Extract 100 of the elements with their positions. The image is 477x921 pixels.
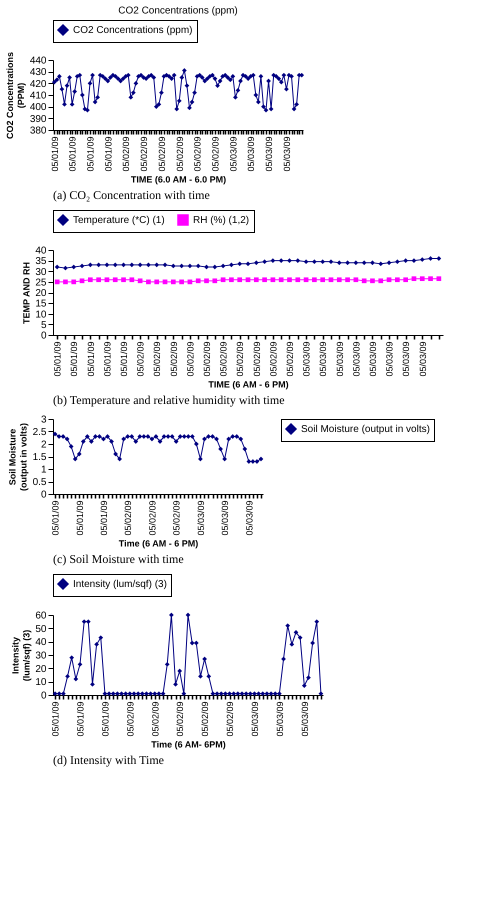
legend-label: Intensity (lum/sqf) (3): [73, 579, 167, 590]
x-tick-label: 05/02/09: [218, 342, 229, 377]
x-tick-label: 05/02/09: [235, 342, 246, 377]
chart-title: CO2 Concentrations (ppm): [118, 6, 238, 16]
y-tick-label: 30: [35, 266, 47, 278]
text: (a) CO₂ Concentration with time: [53, 188, 210, 202]
y-tick-label: 390: [30, 114, 47, 125]
x-tick-label: 05/02/09: [284, 342, 295, 377]
y-tick-label: 35: [35, 256, 47, 268]
y-axis-title: Soil Moisture (output in volts): [8, 423, 29, 491]
x-tick-label: 05/02/09: [175, 702, 186, 737]
x-tick-label: 05/02/09: [185, 342, 196, 377]
x-tick-label: 05/02/09: [136, 342, 146, 377]
x-tick-label: 05/01/09: [103, 136, 114, 172]
x-tick-label: 05/01/09: [50, 136, 60, 172]
y-tick-label: 1.5: [32, 452, 47, 463]
x-tick-label: 05/01/09: [98, 500, 109, 536]
x-tick-label: 05/03/09: [318, 342, 328, 377]
x-tick-label: 05/03/09: [300, 702, 310, 737]
x-axis-title: TIME (6 AM - 6 PM): [208, 380, 289, 390]
x-tick-label: 05/02/09: [121, 136, 132, 172]
y-tick-label: 20: [35, 288, 47, 299]
x-tick-label: 05/01/09: [119, 342, 130, 377]
y-tick-label: 10: [35, 677, 47, 688]
legend-label: RH (%) (1,2): [193, 215, 250, 226]
x-tick-label: 05/02/09: [200, 702, 210, 737]
x-tick-label: 05/03/09: [418, 342, 428, 377]
y-tick-label: 10: [35, 309, 47, 320]
x-tick-label: 05/03/09: [282, 136, 292, 172]
x-tick-label: 05/03/09: [220, 500, 230, 536]
x-tick-label: 05/01/09: [86, 342, 96, 377]
legend-label: CO2 Concentrations (ppm): [73, 25, 192, 36]
x-tick-label: 05/03/09: [334, 342, 345, 377]
x-tick-label: 05/03/09: [246, 136, 256, 172]
x-tick-label: 05/03/09: [250, 702, 260, 737]
y-tick-label: 440: [30, 56, 47, 66]
text: (b) Temperature and relative humidity with time: [53, 393, 285, 407]
y-tick-label: 410: [30, 90, 47, 102]
y-tick-label: 2: [40, 440, 47, 450]
x-axis-title: TIME (6.0 AM - 6.0 PM): [130, 174, 226, 185]
x-tick-label: 05/02/09: [156, 136, 167, 172]
x-tick-label: 05/03/09: [228, 136, 238, 172]
x-tick-label: 05/02/09: [125, 702, 136, 737]
x-tick-label: 05/02/09: [225, 702, 236, 737]
y-tick-label: 0: [40, 330, 47, 342]
y-tick-label: 0: [40, 490, 47, 500]
y-tick-label: 40: [35, 637, 47, 648]
x-tick-label: 05/02/09: [174, 136, 185, 172]
legend-label: Soil Moisture (output in volts): [301, 424, 430, 435]
y-tick-label: 50: [35, 624, 47, 635]
x-tick-label: 05/03/09: [274, 702, 285, 737]
y-tick-label: 430: [30, 67, 47, 78]
x-tick-label: 05/03/09: [384, 342, 395, 377]
y-axis-title: TEMP AND RH: [21, 262, 32, 324]
x-tick-label: 05/01/09: [69, 342, 80, 377]
x-tick-label: 05/01/09: [74, 500, 85, 536]
x-tick-label: 05/01/09: [68, 136, 78, 172]
x-tick-label: 05/01/09: [76, 702, 86, 737]
y-tick-label: 15: [35, 298, 47, 310]
x-tick-label: 05/03/09: [401, 342, 412, 377]
x-tick-label: 05/02/09: [202, 342, 212, 377]
x-tick-label: 05/02/09: [192, 136, 203, 172]
text: (d) Intensity with Time: [53, 753, 164, 767]
x-tick-label: 05/01/09: [52, 342, 63, 377]
x-tick-label: 05/03/09: [244, 500, 254, 536]
y-tick-label: 30: [35, 650, 47, 662]
y-tick-label: 0: [40, 690, 47, 702]
y-tick-label: 2.5: [32, 427, 47, 438]
x-tick-label: 05/03/09: [351, 342, 362, 377]
x-tick-label: 05/01/09: [100, 702, 110, 737]
x-tick-label: 05/02/09: [152, 342, 162, 377]
text: (c) Soil Moisture with time: [53, 552, 184, 566]
y-tick-label: 5: [40, 320, 47, 331]
legend-label: Temperature (*C) (1): [73, 215, 165, 226]
x-tick-label: 05/02/09: [268, 342, 278, 377]
x-tick-label: 05/02/09: [252, 342, 262, 377]
x-tick-label: 05/03/09: [196, 500, 206, 536]
y-tick-label: 380: [30, 126, 47, 136]
y-tick-label: 1: [40, 464, 47, 476]
y-tick-label: 25: [35, 277, 47, 288]
x-tick-label: 05/01/09: [50, 702, 61, 737]
y-tick-label: 20: [35, 664, 47, 675]
y-tick-label: 420: [30, 78, 47, 90]
x-tick-label: 05/02/09: [210, 136, 220, 172]
y-tick-label: 0.5: [32, 477, 47, 488]
x-tick-label: 05/02/09: [172, 500, 182, 536]
y-axis-title: Intensity (lum/sqf) (3): [10, 630, 32, 682]
x-axis-title: Time (6 AM- 6PM): [151, 740, 226, 750]
x-tick-label: 05/02/09: [139, 136, 150, 172]
x-tick-label: 05/02/09: [150, 702, 160, 737]
x-tick-label: 05/02/09: [147, 500, 158, 536]
x-tick-label: 05/01/09: [102, 342, 112, 377]
x-tick-label: 05/01/09: [85, 136, 96, 172]
x-tick-label: 05/03/09: [368, 342, 378, 377]
x-tick-label: 05/02/09: [123, 500, 134, 536]
y-tick-label: 3: [40, 414, 47, 426]
x-tick-label: 05/03/09: [264, 136, 274, 172]
x-tick-label: 05/02/09: [168, 342, 179, 377]
x-axis-title: Time (6 AM - 6 PM): [118, 538, 198, 549]
x-tick-label: 05/01/09: [50, 500, 61, 536]
